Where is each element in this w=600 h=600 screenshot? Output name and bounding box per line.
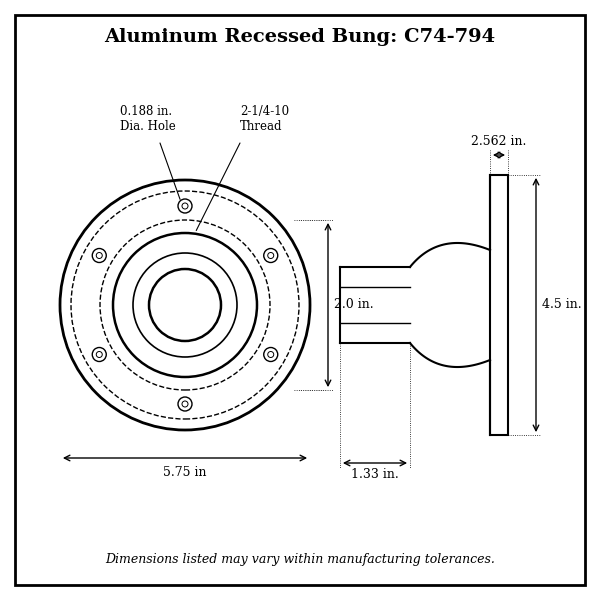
Text: 2.0 in.: 2.0 in. — [334, 298, 374, 311]
Text: 0.188 in.
Dia. Hole: 0.188 in. Dia. Hole — [120, 105, 176, 133]
Text: Dimensions listed may vary within manufacturing tolerances.: Dimensions listed may vary within manufa… — [105, 553, 495, 566]
Text: 1.33 in.: 1.33 in. — [351, 468, 399, 481]
Text: 4.5 in.: 4.5 in. — [542, 298, 581, 311]
Bar — [490, 175, 508, 435]
Text: 2.562 in.: 2.562 in. — [472, 135, 527, 148]
Text: 5.75 in: 5.75 in — [163, 466, 207, 479]
Text: Aluminum Recessed Bung: C74-794: Aluminum Recessed Bung: C74-794 — [104, 28, 496, 46]
Text: 2-1/4-10
Thread: 2-1/4-10 Thread — [240, 105, 289, 133]
